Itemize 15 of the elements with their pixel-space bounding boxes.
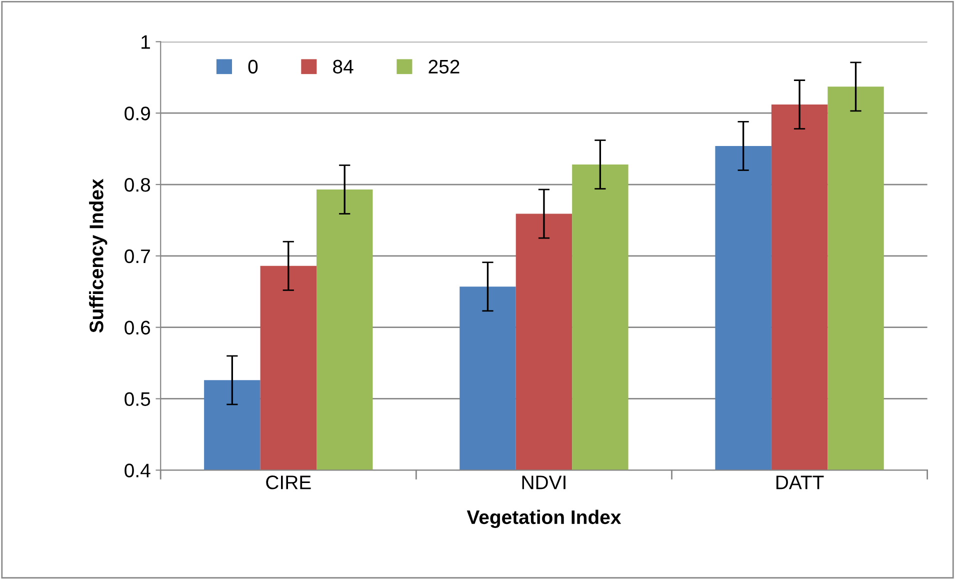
x-axis-title: Vegetation Index bbox=[466, 510, 622, 528]
y-tick-label: 1 bbox=[142, 35, 150, 49]
y-axis-title: Sufficency Index bbox=[89, 178, 108, 333]
y-tick-label: 0.5 bbox=[124, 392, 150, 406]
x-tick-label: NDVI bbox=[522, 476, 566, 490]
y-tick-label: 0.7 bbox=[124, 249, 150, 264]
legend-label: 0 bbox=[248, 60, 258, 74]
legend-label: 252 bbox=[428, 60, 460, 74]
y-tick-label: 0.6 bbox=[124, 320, 150, 335]
x-tick-label: CIRE bbox=[266, 476, 311, 490]
x-tick-label: DATT bbox=[776, 476, 824, 490]
y-tick-label: 0.9 bbox=[124, 106, 150, 120]
y-tick-label: 0.8 bbox=[124, 178, 150, 192]
y-tick-label: 0.4 bbox=[124, 464, 150, 478]
legend-label: 84 bbox=[333, 60, 354, 74]
